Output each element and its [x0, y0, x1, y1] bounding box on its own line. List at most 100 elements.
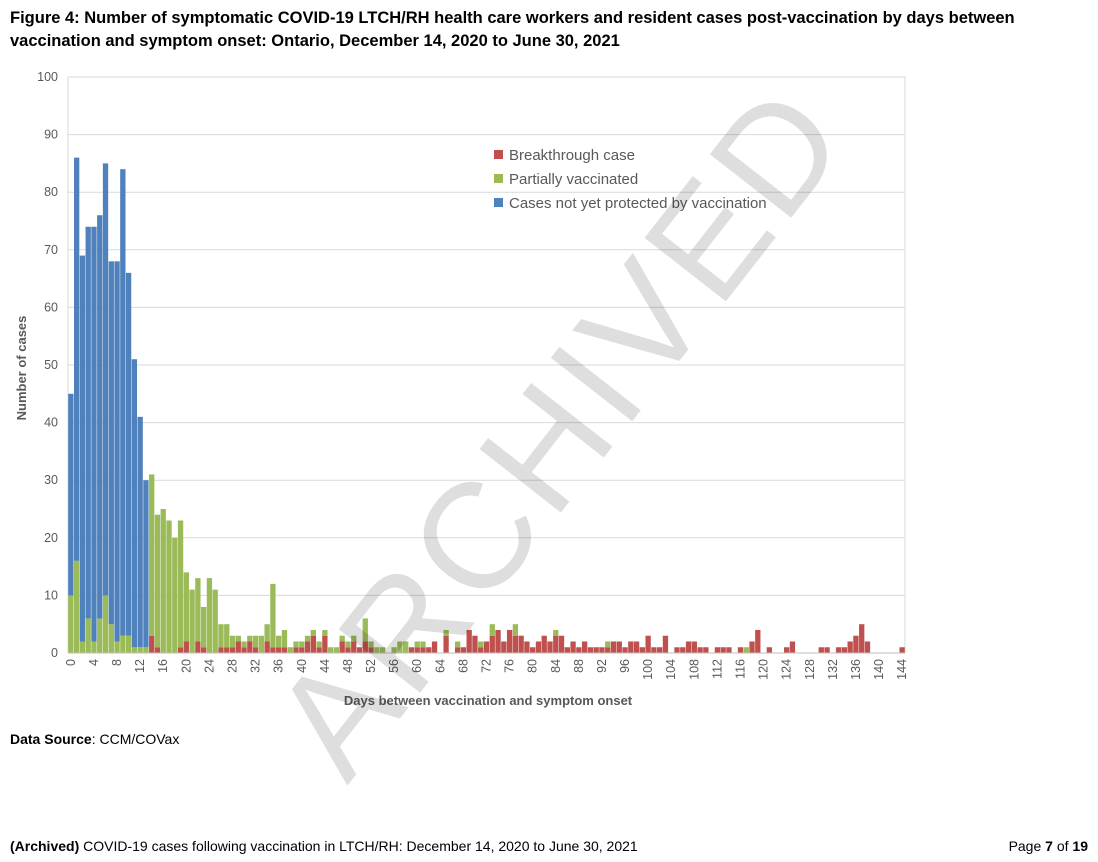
bar-partial-day-52 [368, 641, 374, 648]
bar-partial-day-19 [177, 520, 184, 648]
bar-partial-day-8 [114, 641, 120, 653]
bar-breakthrough-day-97 [628, 641, 634, 653]
bar-partial-day-60 [414, 641, 420, 648]
bar-breakthrough-day-76 [506, 629, 513, 653]
x-tick-label: 112 [710, 659, 724, 679]
y-tick-label: 40 [44, 416, 58, 430]
bar-partial-day-38 [287, 647, 293, 653]
bar-breakthrough-day-144 [899, 647, 905, 653]
bar-breakthrough-day-108 [691, 641, 697, 653]
legend-swatch [494, 150, 503, 159]
x-tick-label: 120 [757, 659, 771, 680]
bar-breakthrough-day-50 [356, 647, 363, 653]
x-tick-label: 72 [480, 659, 494, 673]
bar-breakthrough-day-74 [495, 629, 501, 653]
bar-breakthrough-day-34 [264, 641, 270, 653]
bar-breakthrough-day-73 [489, 635, 495, 653]
x-tick-label: 92 [595, 659, 609, 673]
bar-breakthrough-day-105 [674, 647, 680, 653]
page-total: 19 [1072, 838, 1088, 854]
bar-partial-day-33 [258, 635, 265, 653]
bar-breakthrough-day-109 [697, 647, 703, 653]
bar-partial-day-42 [310, 629, 316, 636]
x-tick-label: 68 [456, 659, 470, 673]
bar-partial-day-44 [322, 629, 328, 636]
bar-breakthrough-day-71 [478, 647, 484, 653]
bar-unprotected-day-6 [102, 163, 109, 596]
footer-text: COVID-19 cases following vaccination in … [79, 838, 638, 854]
bar-breakthrough-day-87 [570, 641, 576, 653]
bar-partial-day-16 [160, 509, 166, 653]
bar-partial-day-36 [276, 635, 282, 648]
bar-breakthrough-day-100 [645, 635, 651, 653]
legend-label: Cases not yet protected by vaccination [509, 195, 767, 212]
bar-partial-day-40 [299, 641, 305, 648]
bar-partial-day-26 [218, 624, 224, 648]
bar-breakthrough-day-92 [599, 647, 605, 653]
x-tick-label: 4 [87, 659, 101, 666]
x-tick-label: 44 [318, 659, 332, 673]
bar-breakthrough-day-61 [420, 647, 426, 653]
bar-unprotected-day-12 [137, 416, 143, 648]
bar-breakthrough-day-96 [622, 647, 628, 653]
y-tick-label: 80 [44, 185, 58, 199]
bar-breakthrough-day-110 [703, 647, 709, 653]
x-tick-label: 40 [295, 659, 309, 673]
figure-title: Figure 4: Number of symptomatic COVID-19… [10, 9, 1015, 50]
bar-breakthrough-day-75 [501, 641, 507, 653]
data-source-value: : CCM/COVax [91, 731, 180, 747]
y-tick-label: 90 [44, 128, 58, 142]
bar-partial-day-20 [183, 572, 189, 642]
bar-partial-day-47 [339, 635, 345, 642]
x-tick-label: 32 [249, 659, 263, 673]
bar-partial-day-13 [143, 647, 149, 653]
bar-breakthrough-day-85 [558, 635, 565, 653]
bar-unprotected-day-7 [108, 261, 114, 625]
x-tick-label: 116 [733, 659, 747, 679]
x-tick-label: 76 [503, 659, 517, 673]
bar-partial-day-56 [391, 647, 397, 653]
bar-breakthrough-day-102 [657, 647, 663, 653]
bar-breakthrough-day-69 [466, 629, 472, 653]
bar-breakthrough-day-79 [524, 641, 530, 653]
bar-partial-day-7 [108, 624, 114, 653]
bar-breakthrough-day-81 [535, 641, 542, 653]
bar-partial-day-18 [172, 537, 178, 653]
bar-breakthrough-day-65 [443, 635, 449, 653]
bar-breakthrough-day-59 [408, 647, 415, 653]
bar-breakthrough-day-43 [316, 647, 322, 653]
bar-breakthrough-day-107 [685, 641, 692, 653]
y-tick-label: 100 [37, 70, 58, 84]
bar-breakthrough-day-82 [541, 635, 547, 653]
x-tick-label: 88 [572, 659, 586, 673]
bar-breakthrough-day-124 [784, 647, 790, 653]
bar-partial-day-61 [420, 641, 426, 648]
bar-partial-day-2 [79, 641, 86, 653]
bar-partial-day-48 [345, 641, 351, 648]
bar-partial-day-30 [241, 641, 247, 648]
bar-breakthrough-day-48 [345, 647, 351, 653]
page-of: of [1052, 838, 1073, 854]
bar-partial-day-25 [212, 589, 218, 653]
bar-breakthrough-day-118 [749, 641, 755, 653]
x-axis-title: Days between vaccination and symptom ons… [344, 693, 633, 708]
bar-partial-day-0 [68, 595, 74, 653]
y-tick-label: 50 [44, 358, 58, 372]
bar-breakthrough-day-89 [581, 641, 588, 653]
bar-partial-day-117 [743, 647, 749, 653]
bar-partial-day-51 [362, 618, 368, 642]
bar-breakthrough-day-80 [530, 647, 536, 653]
bar-breakthrough-day-95 [616, 641, 622, 653]
bar-partial-day-6 [102, 595, 109, 653]
bar-breakthrough-day-136 [853, 635, 859, 653]
bar-unprotected-day-11 [131, 359, 138, 648]
bar-breakthrough-day-41 [304, 641, 311, 653]
bar-breakthrough-day-67 [454, 647, 461, 653]
y-tick-label: 30 [44, 473, 58, 487]
gridlines [67, 76, 906, 654]
x-tick-label: 104 [664, 659, 678, 680]
x-tick-label: 80 [526, 659, 540, 673]
bar-breakthrough-day-68 [460, 647, 467, 653]
x-tick-label: 140 [872, 659, 886, 680]
bar-partial-day-34 [264, 624, 270, 642]
